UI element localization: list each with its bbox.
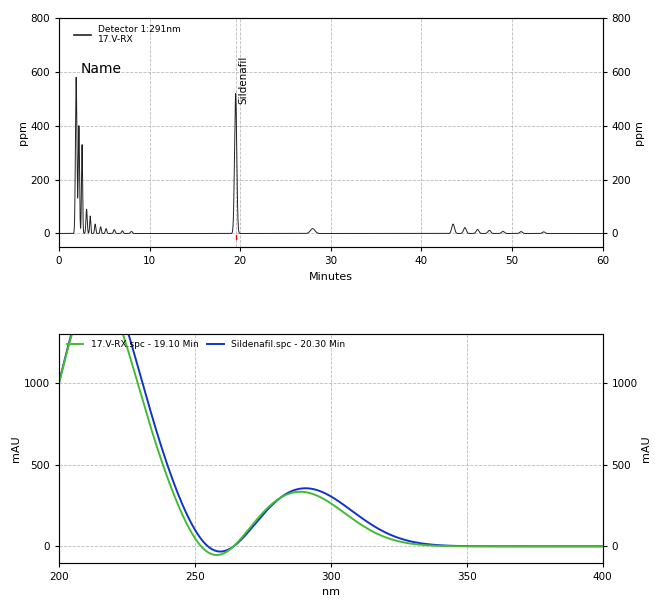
X-axis label: Minutes: Minutes [309,272,353,281]
Legend: Detector 1:291nm
17.V-RX: Detector 1:291nm 17.V-RX [74,25,181,44]
Y-axis label: mAU: mAU [641,435,650,462]
Y-axis label: ppm: ppm [634,120,644,145]
Text: Sildenafil: Sildenafil [238,56,248,104]
X-axis label: nm: nm [322,587,340,597]
Text: Name: Name [81,62,122,76]
Y-axis label: mAU: mAU [11,435,21,462]
Legend: 17.V-RX.spc - 19.10 Min, Sildenafil.spc - 20.30 Min: 17.V-RX.spc - 19.10 Min, Sildenafil.spc … [64,336,348,352]
Y-axis label: ppm: ppm [18,120,28,145]
